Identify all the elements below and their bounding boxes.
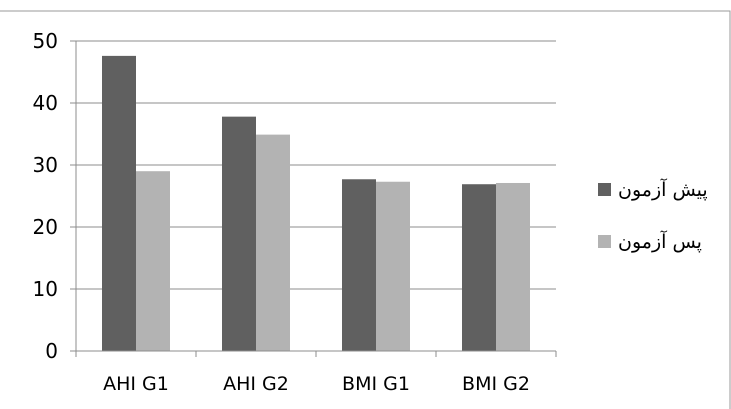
x-tick-label: BMI G1 bbox=[342, 373, 410, 395]
legend-swatch bbox=[598, 183, 611, 196]
x-tick-label: AHI G1 bbox=[103, 373, 169, 395]
y-tick-label: 50 bbox=[33, 29, 58, 53]
chart-border bbox=[0, 10, 731, 409]
y-tick-label: 10 bbox=[33, 277, 58, 301]
y-tick-label: 30 bbox=[33, 153, 58, 177]
x-tick-label: AHI G2 bbox=[223, 373, 289, 395]
legend-label: پس آزمون bbox=[618, 229, 702, 253]
axes: 0 10 20 30 40 50 AHI G1 AHI G2 BMI G1 BMI G2 bbox=[33, 29, 557, 395]
legend-label: پیش آزمون bbox=[618, 177, 708, 201]
bar-posttest bbox=[256, 134, 290, 351]
bar-posttest bbox=[496, 182, 530, 351]
bar-pretest bbox=[222, 116, 256, 351]
y-tick-label: 20 bbox=[33, 215, 58, 239]
bar-pretest bbox=[462, 184, 496, 351]
legend: پیش آزمون پس آزمون bbox=[598, 177, 708, 253]
bar-posttest bbox=[136, 171, 170, 351]
bar-pretest bbox=[102, 55, 136, 351]
y-tick-label: 40 bbox=[33, 91, 58, 115]
legend-swatch bbox=[598, 235, 611, 248]
bars bbox=[102, 55, 530, 351]
x-tick-label: BMI G2 bbox=[462, 373, 530, 395]
bar-posttest bbox=[376, 181, 410, 351]
bar-pretest bbox=[342, 179, 376, 351]
y-tick-label: 0 bbox=[45, 339, 58, 363]
